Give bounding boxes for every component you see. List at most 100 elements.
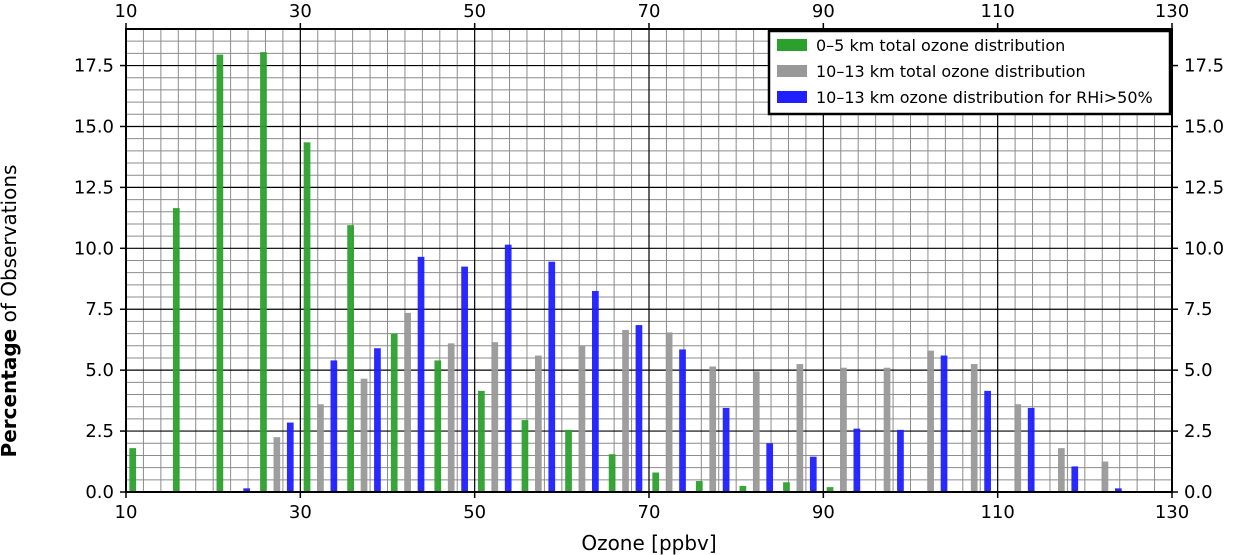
x-tick-label: 10 [115, 502, 138, 523]
y-tick-label-right: 2.5 [1184, 421, 1213, 442]
bar-upper-total [404, 312, 411, 492]
x-tick-label-top: 10 [115, 1, 138, 22]
bar-upper-total [1058, 448, 1065, 492]
y-tick-label-right: 12.5 [1184, 177, 1224, 198]
y-tick-label: 15.0 [74, 116, 114, 137]
bar-upper-total [752, 371, 760, 492]
bar-low-total [826, 487, 834, 492]
y-tick-label-right: 5.0 [1184, 360, 1213, 381]
bar-upper-rhi [809, 456, 817, 492]
x-tick-label-top: 90 [812, 1, 835, 22]
bar-upper-total [317, 404, 324, 492]
y-axis-label: Percentage of Observations [0, 165, 21, 458]
bar-upper-rhi [461, 266, 468, 492]
bar-upper-total [665, 332, 673, 492]
bar-upper-rhi [897, 429, 904, 492]
bar-upper-rhi [1071, 466, 1079, 492]
bar-upper-rhi [853, 428, 861, 492]
bar-upper-total [273, 437, 281, 492]
bar-low-total [565, 429, 572, 492]
bar-upper-rhi [722, 407, 730, 492]
bar-upper-rhi [417, 256, 425, 492]
bar-upper-total [709, 366, 717, 492]
bar-upper-rhi [548, 261, 556, 492]
bar-upper-total [447, 343, 455, 492]
bar-upper-rhi [243, 488, 251, 492]
x-tick-label: 130 [1155, 502, 1189, 523]
bar-upper-rhi [1027, 407, 1035, 492]
bar-low-total [739, 485, 747, 492]
bar-low-total [303, 142, 311, 492]
bar-upper-total [578, 345, 586, 492]
x-tick-label-top: 30 [289, 1, 312, 22]
y-tick-label-right: 17.5 [1184, 56, 1224, 77]
y-axis-label-rest: of Observations [0, 165, 21, 329]
bar-upper-rhi [679, 349, 686, 492]
legend-label: 10–13 km ozone distribution for RHi>50% [816, 88, 1153, 107]
bar-upper-rhi [330, 360, 338, 492]
y-tick-label: 0.0 [85, 482, 114, 503]
bar-upper-total [970, 364, 978, 492]
grid-lines [125, 29, 1173, 493]
y-tick-label: 7.5 [85, 299, 114, 320]
x-tick-label: 70 [638, 502, 661, 523]
y-tick-label-right: 15.0 [1184, 116, 1224, 137]
y-tick-label-right: 7.5 [1184, 299, 1213, 320]
bar-upper-total [927, 350, 934, 492]
legend-swatch [777, 91, 807, 103]
bar-upper-total [491, 342, 499, 492]
bar-low-total [390, 333, 398, 492]
bar-upper-rhi [635, 325, 643, 492]
bar-upper-total [360, 378, 368, 492]
x-tick-label: 110 [980, 502, 1014, 523]
legend-swatch [777, 39, 807, 51]
legend-label: 10–13 km total ozone distribution [816, 62, 1086, 81]
x-tick-label: 30 [289, 502, 312, 523]
legend-swatch [777, 65, 807, 77]
y-tick-label: 5.0 [85, 360, 114, 381]
x-tick-label-top: 50 [463, 1, 486, 22]
bar-upper-total [883, 367, 891, 492]
bar-low-total [695, 481, 703, 492]
bar-upper-total [622, 329, 629, 492]
bar-low-total [260, 52, 267, 493]
bar-upper-rhi [1115, 488, 1122, 492]
y-tick-label-right: 0.0 [1184, 482, 1213, 503]
legend-label: 0–5 km total ozone distribution [816, 36, 1065, 55]
bar-upper-total [1101, 461, 1109, 492]
bar-low-total [347, 225, 354, 493]
x-tick-label-top: 110 [980, 1, 1014, 22]
bar-low-total [129, 448, 137, 492]
bar-upper-rhi [504, 244, 512, 492]
y-axis-label-bold: Percentage [0, 329, 21, 458]
bar-upper-rhi [592, 290, 599, 492]
bar-low-total [652, 472, 660, 492]
y-tick-label: 10.0 [74, 238, 114, 259]
bar-upper-total [840, 367, 847, 492]
y-tick-label: 2.5 [85, 421, 114, 442]
bar-low-total [783, 482, 790, 492]
bars-layer [129, 52, 1122, 493]
bar-low-total [216, 54, 224, 492]
x-tick-label-top: 130 [1155, 1, 1189, 22]
bar-low-total [172, 208, 180, 492]
bar-low-total [478, 390, 485, 492]
bar-upper-rhi [984, 390, 991, 492]
x-axis-label: Ozone [ppbv] [581, 531, 716, 555]
y-tick-label-right: 10.0 [1184, 238, 1224, 259]
legend-box [767, 29, 1172, 116]
bar-upper-total [535, 355, 542, 492]
bar-upper-total [1014, 404, 1022, 492]
bar-upper-rhi [940, 355, 948, 492]
bar-upper-rhi [374, 348, 381, 492]
bar-low-total [434, 360, 442, 492]
x-tick-label: 50 [463, 502, 486, 523]
y-tick-label: 12.5 [74, 177, 114, 198]
bar-low-total [521, 420, 529, 492]
bar-upper-total [796, 364, 804, 492]
y-tick-label: 17.5 [74, 56, 114, 77]
bar-low-total [608, 454, 616, 492]
bar-upper-rhi [286, 422, 294, 492]
